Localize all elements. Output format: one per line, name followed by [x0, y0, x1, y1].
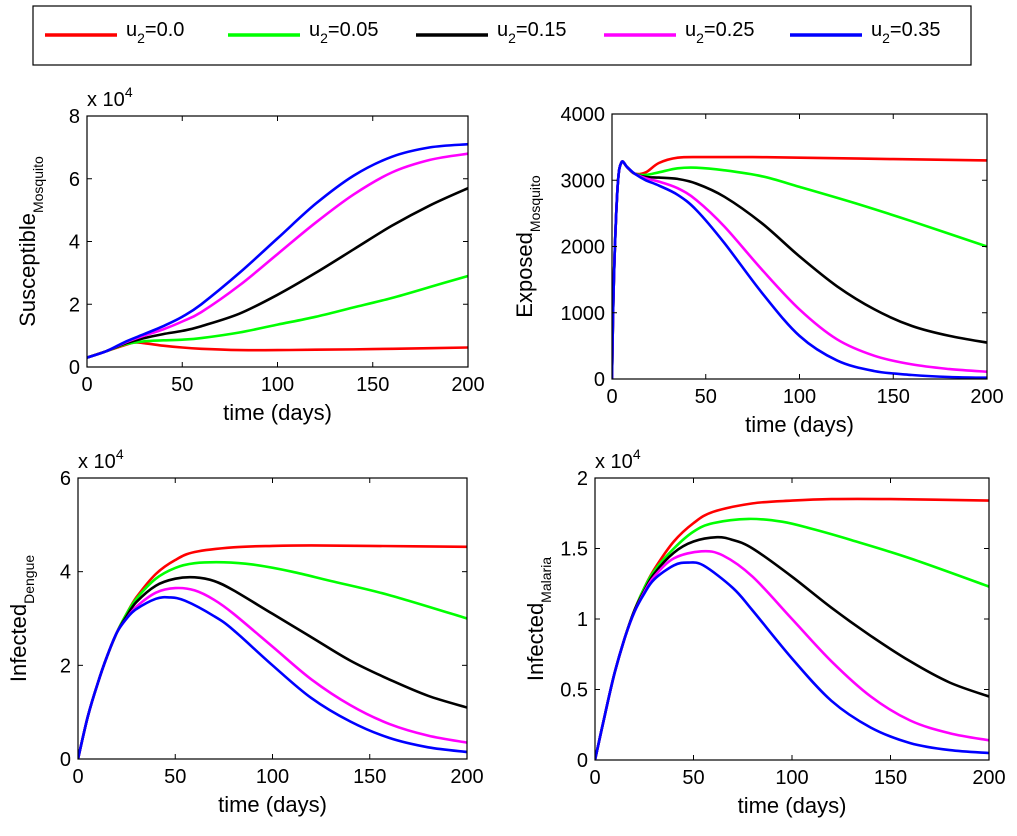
series-line-5: [87, 142, 468, 359]
x-tick-label: 100: [256, 766, 289, 788]
y-axis-label: ExposedMosquito: [512, 175, 543, 318]
y-tick-label: 0: [69, 357, 80, 379]
x-tick-label: 200: [972, 767, 1005, 789]
y-tick-label: 2000: [561, 237, 606, 259]
x-tick-label: 50: [682, 767, 704, 789]
legend: u2=0.0 u2=0.05 u2=0.15 u2=0.25 u2=0.35: [32, 5, 972, 66]
x-tick-label: 150: [874, 767, 907, 789]
series-group: [612, 155, 987, 379]
series-line-5: [78, 595, 467, 759]
y-multiplier: x 104: [87, 84, 133, 111]
y-tick-label: 0: [594, 369, 605, 391]
y-axis-label: InfectedMalaria: [523, 557, 554, 681]
x-axis-label: time (days): [223, 400, 332, 425]
chart-panel-4: 0 50 100 150 200 0 0.5 1 1.5 2 time (days) Infected…: [523, 446, 1006, 818]
y-tick-label: 0: [577, 750, 588, 772]
y-tick-label: 4000: [561, 104, 606, 126]
y-tick-label: 6: [69, 169, 80, 191]
plot-area: [87, 116, 468, 367]
x-tick-label: 0: [589, 767, 600, 789]
x-axis-label: time (days): [738, 793, 847, 818]
x-tick-label: 0: [81, 374, 92, 396]
series-line-5: [612, 160, 987, 379]
x-tick-label: 200: [451, 374, 484, 396]
plot-area: [78, 478, 467, 759]
y-tick-label: 1000: [561, 303, 606, 325]
legend-label-1: u2=0.0: [126, 19, 184, 46]
y-tick-label: 2: [60, 655, 71, 677]
y-tick-label: 0.5: [560, 680, 588, 702]
y-multiplier: x 104: [78, 446, 124, 473]
x-tick-label: 200: [450, 766, 483, 788]
x-axis-label: time (days): [745, 412, 854, 437]
series-group: [78, 544, 467, 759]
plot-area: [612, 114, 987, 379]
x-tick-label: 0: [72, 766, 83, 788]
y-axis-label: InfectedDengue: [6, 555, 37, 683]
chart-panel-3: 0 50 100 150 200 0 2 4 6 time (days) InfectedDengu…: [6, 446, 484, 817]
x-tick-label: 50: [164, 766, 186, 788]
x-tick-label: 150: [353, 766, 386, 788]
x-tick-label: 150: [877, 386, 910, 408]
chart-panel-1: 0 50 100 150 200 0 2 4 6 8 time (days) SusceptibleM…: [15, 84, 485, 425]
legend-label-3: u2=0.15: [497, 19, 567, 46]
y-tick-label: 2: [577, 468, 588, 490]
legend-label-5: u2=0.35: [871, 19, 941, 46]
series-group: [87, 142, 468, 359]
x-tick-label: 0: [606, 386, 617, 408]
x-tick-label: 150: [356, 374, 389, 396]
x-tick-label: 50: [171, 374, 193, 396]
y-tick-label: 4: [60, 562, 71, 584]
y-axis-label: SusceptibleMosquito: [15, 156, 46, 327]
y-tick-label: 1: [577, 609, 588, 631]
x-tick-label: 50: [695, 386, 717, 408]
y-tick-label: 2: [69, 294, 80, 316]
y-tick-label: 1.5: [560, 539, 588, 561]
x-tick-label: 200: [970, 386, 1003, 408]
legend-label-2: u2=0.05: [309, 19, 379, 46]
series-group: [595, 497, 989, 760]
y-tick-label: 3000: [561, 170, 606, 192]
x-tick-label: 100: [775, 767, 808, 789]
legend-label-4: u2=0.25: [685, 19, 755, 46]
y-tick-label: 6: [60, 468, 71, 490]
y-tick-label: 4: [69, 232, 80, 254]
y-multiplier: x 104: [595, 446, 641, 473]
x-tick-label: 100: [261, 374, 294, 396]
y-tick-label: 0: [60, 749, 71, 771]
x-axis-label: time (days): [218, 792, 327, 817]
y-tick-label: 8: [69, 106, 80, 128]
series-line-5: [595, 561, 989, 760]
x-tick-label: 100: [783, 386, 816, 408]
